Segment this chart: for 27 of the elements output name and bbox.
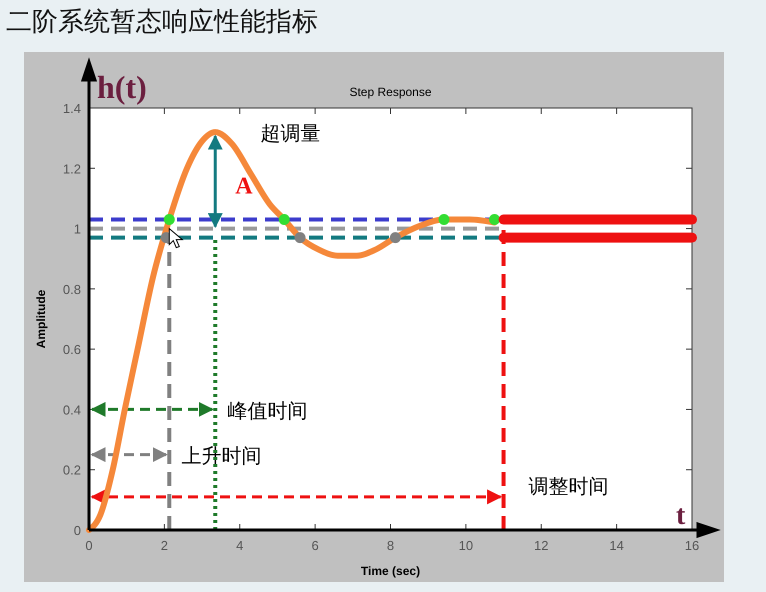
x-tick-label: 10 xyxy=(458,538,474,553)
annotation: 超调量 xyxy=(260,121,320,146)
y-tick-label: 1.2 xyxy=(62,161,81,176)
y-tick-label: 0.2 xyxy=(62,462,81,478)
x-tick-label: 14 xyxy=(609,538,624,553)
x-tick-label: 12 xyxy=(534,538,548,553)
y-tick-label: 1 xyxy=(74,222,81,237)
x-axis-title: Time (sec) xyxy=(360,564,420,578)
x-tick-label: 0 xyxy=(85,538,93,553)
y-tick-label: 0.4 xyxy=(62,402,81,418)
chart-subtitle: Step Response xyxy=(349,85,432,99)
chart-title: 二阶系统暂态响应性能指标 xyxy=(6,7,318,37)
y-tick-label: 0 xyxy=(74,523,81,538)
x-tick-label: 4 xyxy=(236,538,244,553)
annotation: t xyxy=(676,500,686,531)
x-tick-label: 6 xyxy=(312,538,319,553)
ref-line-label: 峰值时间 xyxy=(227,398,308,422)
annotation: A xyxy=(235,173,254,200)
ref-line-label: 调整时间 xyxy=(528,474,609,498)
x-tick-label: 2 xyxy=(160,538,168,553)
y-axis-title: Amplitude xyxy=(34,289,48,348)
y-tick-label: 0.8 xyxy=(62,282,81,297)
x-tick-label: 8 xyxy=(386,538,394,553)
text: h(t) xyxy=(97,69,147,105)
y-tick-label: 0.6 xyxy=(62,342,81,358)
x-tick-label: 16 xyxy=(684,538,700,553)
y-tick-label: 1.4 xyxy=(62,101,81,116)
